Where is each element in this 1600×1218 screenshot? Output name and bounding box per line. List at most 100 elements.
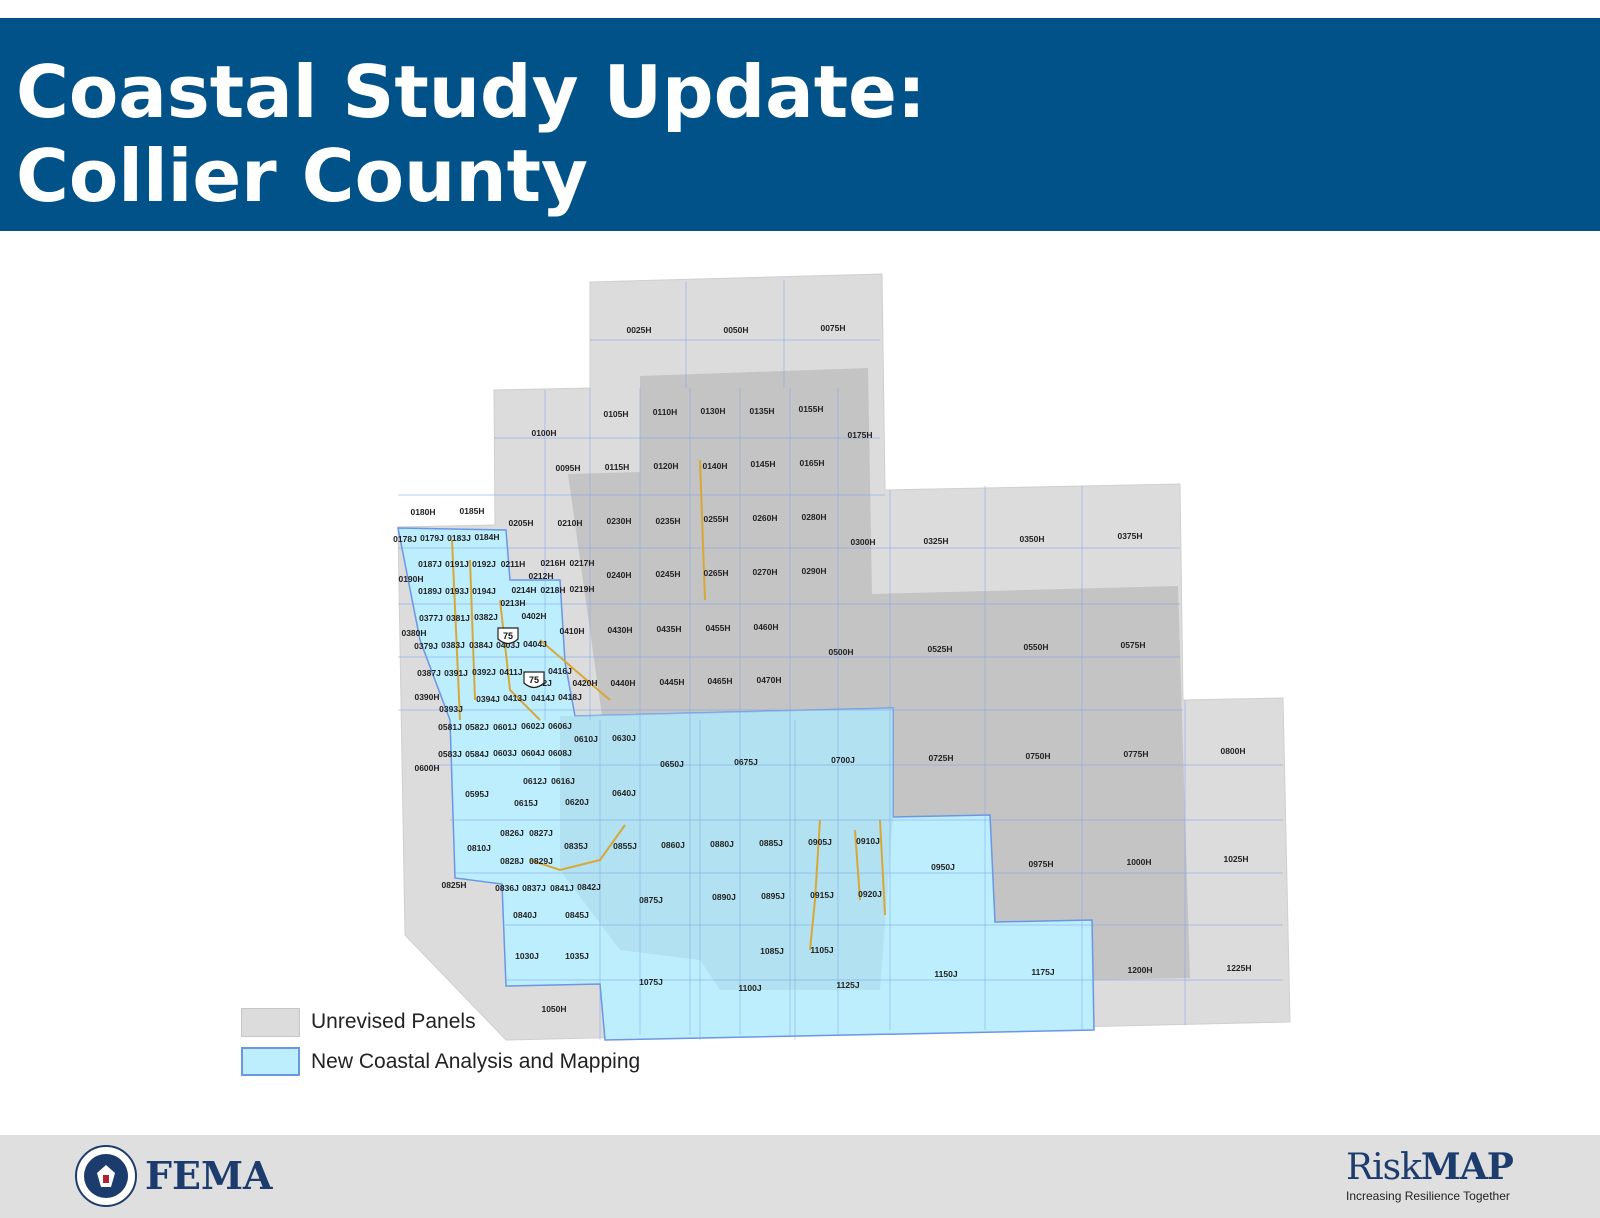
dhs-seal-icon bbox=[75, 1145, 137, 1207]
road-line bbox=[854, 829, 861, 901]
page-title-line-2: Collier County bbox=[16, 134, 588, 218]
panel-label: 0837J bbox=[522, 883, 546, 893]
panel-label: 0175H bbox=[847, 430, 872, 440]
panel-label: 0120H bbox=[653, 461, 678, 471]
panel-label: 0140H bbox=[702, 461, 727, 471]
riskmap-logo-map: MAP bbox=[1420, 1146, 1514, 1188]
panel-label: 0392J bbox=[472, 667, 496, 677]
panel-label: 1035J bbox=[565, 951, 589, 961]
panel-label: 0750H bbox=[1025, 751, 1050, 761]
road-line bbox=[469, 559, 476, 701]
panel-label: 0615J bbox=[514, 798, 538, 808]
riskmap-logo-risk: Risk bbox=[1346, 1147, 1422, 1188]
panel-label: 0500H bbox=[828, 647, 853, 657]
road-line bbox=[879, 819, 886, 916]
panel-label: 0218H bbox=[540, 585, 565, 595]
riskmap-logo: RiskMAP bbox=[1346, 1146, 1514, 1188]
panel-label: 0460H bbox=[753, 622, 778, 632]
panel-labels: 0025H 0050H 0075H 0100H 0105H 0110H 0130H 0135H… bbox=[393, 323, 1251, 1014]
highway-shields: 75 75 bbox=[497, 627, 545, 689]
panel-label: 0775H bbox=[1123, 749, 1148, 759]
panel-label: 0185H bbox=[459, 506, 484, 516]
panel-label: 0700J bbox=[831, 755, 855, 765]
panel-label: 0910J bbox=[856, 836, 880, 846]
panel-label: 0828J bbox=[500, 856, 524, 866]
panel-label: 0219H bbox=[569, 584, 594, 594]
panel-label: 0608J bbox=[548, 748, 572, 758]
panel-label: 0230H bbox=[606, 516, 631, 526]
panel-label: 0391J bbox=[444, 668, 468, 678]
panel-label: 0265H bbox=[703, 568, 728, 578]
panel-label: 0465H bbox=[707, 676, 732, 686]
panel-label: 0975H bbox=[1028, 859, 1053, 869]
panel-label: 0270H bbox=[752, 567, 777, 577]
panel-label: 0880J bbox=[710, 839, 734, 849]
panel-label: 0381J bbox=[446, 613, 470, 623]
road-line bbox=[529, 824, 626, 872]
panel-label: 0895J bbox=[761, 891, 785, 901]
panel-label: 0280H bbox=[801, 512, 826, 522]
road-line bbox=[809, 819, 821, 951]
panel-label: 0235H bbox=[655, 516, 680, 526]
panel-label: 0950J bbox=[931, 862, 955, 872]
panel-label: 0110H bbox=[653, 407, 678, 417]
fema-logo-text: FEMA bbox=[145, 1153, 273, 1198]
panel-label: 0325H bbox=[923, 536, 948, 546]
panel-label: 1175J bbox=[1031, 967, 1054, 977]
panel-label: 0390H bbox=[414, 692, 439, 702]
panel-label: 0620J bbox=[565, 797, 589, 807]
panel-label: 0470H bbox=[756, 675, 781, 685]
panel-label: 0841J bbox=[550, 883, 574, 893]
panel-label: 0178J bbox=[393, 534, 417, 544]
interstate-shield-icon: 75 bbox=[523, 671, 545, 689]
panel-label: 0350H bbox=[1019, 534, 1044, 544]
panel-label: 0604J bbox=[521, 748, 545, 758]
panel-label: 0905J bbox=[808, 837, 832, 847]
panel-label: 0860J bbox=[661, 840, 685, 850]
panel-label: 0445H bbox=[659, 677, 684, 687]
panel-label: 0383J bbox=[441, 640, 465, 650]
panel-label: 0430H bbox=[607, 625, 632, 635]
panel-label: 0836J bbox=[495, 883, 519, 893]
panel-label: 0581J bbox=[438, 722, 462, 732]
legend-swatch-unrevised bbox=[241, 1008, 300, 1037]
panel-label: 0402H bbox=[521, 611, 546, 621]
panel-label: 0180H bbox=[410, 507, 435, 517]
panel-label: 0440H bbox=[610, 678, 635, 688]
legend-label-unrevised: Unrevised Panels bbox=[311, 1010, 476, 1033]
panel-label: 0800H bbox=[1220, 746, 1245, 756]
panel-label: 0603J bbox=[493, 748, 517, 758]
panel-label: 0583J bbox=[438, 749, 462, 759]
panel-label: 0612J bbox=[523, 776, 547, 786]
panel-label: 0255H bbox=[703, 514, 728, 524]
panel-label: 0105H bbox=[603, 409, 628, 419]
panel-label: 0217H bbox=[569, 558, 594, 568]
legend-label-coastal: New Coastal Analysis and Mapping bbox=[311, 1050, 641, 1073]
panel-label: 0165H bbox=[799, 458, 824, 468]
panel-label: 1125J bbox=[836, 980, 859, 990]
legend-swatch-coastal bbox=[241, 1047, 300, 1076]
panel-label: 0920J bbox=[858, 889, 882, 899]
panel-label: 0130H bbox=[700, 406, 725, 416]
panel-label: 1225H bbox=[1226, 963, 1251, 973]
panel-label: 0845J bbox=[565, 910, 589, 920]
panel-label: 0630J bbox=[612, 733, 636, 743]
panel-label: 0100H bbox=[531, 428, 556, 438]
panel-label: 0387J bbox=[417, 668, 441, 678]
panel-label: 1030J bbox=[515, 951, 539, 961]
riskmap-tagline: Increasing Resilience Together bbox=[1346, 1189, 1510, 1203]
panel-label: 0210H bbox=[557, 518, 582, 528]
panel-label: 0189J bbox=[418, 586, 442, 596]
panel-label: 0875J bbox=[639, 895, 663, 905]
panel-label: 0183J bbox=[447, 533, 471, 543]
panel-label: 0214H bbox=[511, 585, 536, 595]
panel-label: 0414J bbox=[531, 693, 555, 703]
panel-label: 0582J bbox=[465, 722, 489, 732]
panel-label: 0194J bbox=[472, 586, 496, 596]
panel-label: 1085J bbox=[760, 946, 784, 956]
road-line bbox=[451, 539, 461, 721]
footer-bar bbox=[0, 1135, 1600, 1218]
panel-label: 0382J bbox=[474, 612, 498, 622]
panel-label: 0810J bbox=[467, 843, 491, 853]
